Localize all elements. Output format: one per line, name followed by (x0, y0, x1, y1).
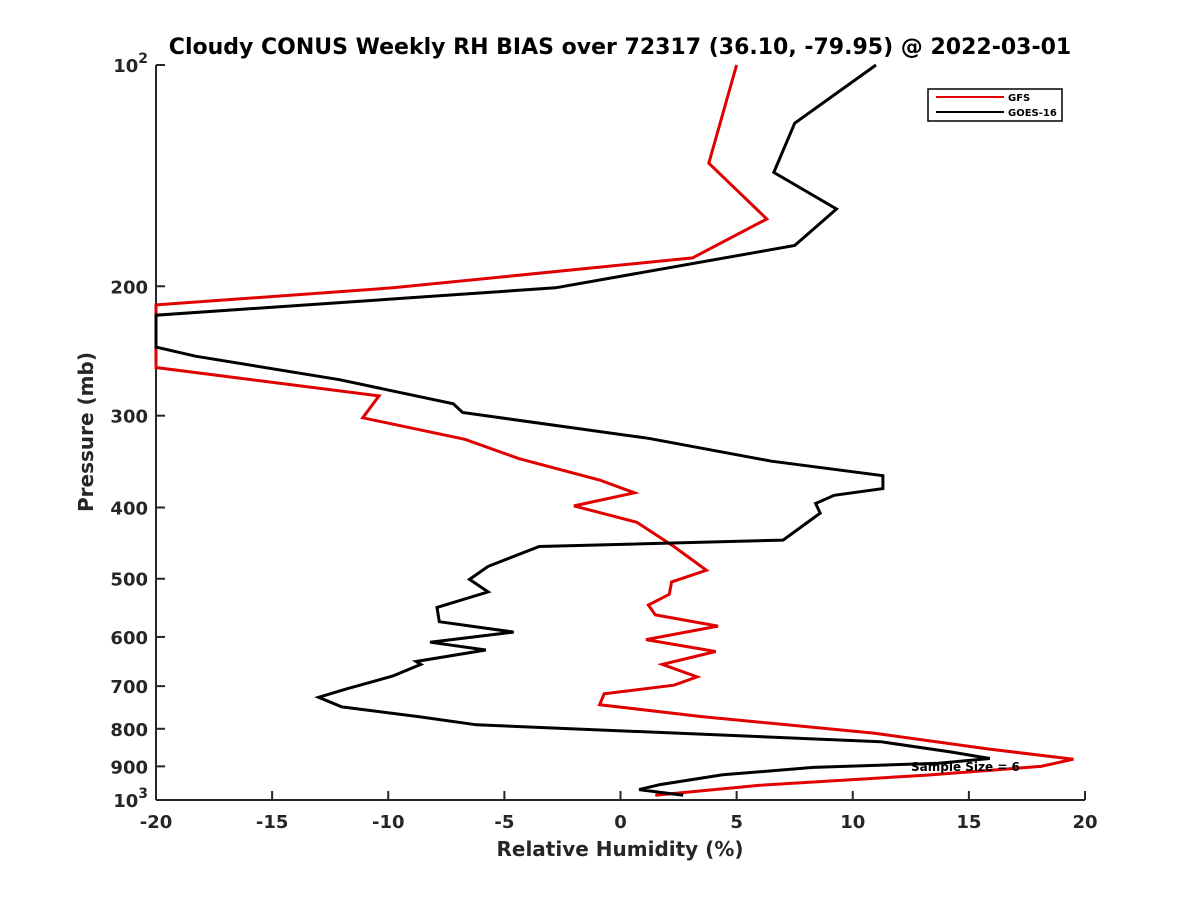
y-tick-label: 900 (110, 757, 148, 778)
y-tick-label: 600 (110, 628, 148, 649)
y-tick-label: 400 (110, 499, 148, 520)
legend-label-gfs: GFS (1008, 93, 1030, 104)
x-ticks: -20 -15 -10 -5 0 5 10 15 20 (140, 791, 1098, 833)
x-tick-label: 20 (1072, 812, 1097, 833)
x-tick-label: -10 (372, 812, 405, 833)
y-tick-label: 102 (113, 51, 148, 77)
x-axis-label: Relative Humidity (%) (496, 837, 743, 861)
x-tick-label: -20 (140, 812, 173, 833)
y-tick-label: 500 (110, 570, 148, 591)
legend-label-goes16: GOES-16 (1008, 108, 1057, 119)
legend-box (927, 88, 1063, 122)
y-tick-label: 700 (110, 677, 148, 698)
y-tick-label: 800 (110, 720, 148, 741)
x-tick-label: -5 (494, 812, 514, 833)
y-ticks: 102 200 300 400 500 600 700 800 900 103 (110, 51, 165, 812)
x-tick-label: -15 (256, 812, 289, 833)
x-tick-label: 0 (614, 812, 627, 833)
legend: GFS GOES-16 (927, 88, 1063, 122)
x-tick-label: 10 (840, 812, 865, 833)
y-tick-label: 200 (110, 277, 148, 298)
series-group (154, 63, 1074, 797)
x-tick-label: 15 (956, 812, 981, 833)
series-line-gfs (154, 64, 1074, 797)
y-tick-label: 300 (110, 407, 148, 428)
x-tick-label: 5 (730, 812, 743, 833)
y-axis-label: Pressure (mb) (74, 352, 98, 512)
chart-title: Cloudy CONUS Weekly RH BIAS over 72317 (… (169, 35, 1071, 60)
y-tick-label: 103 (113, 786, 148, 812)
sample-size-annotation: Sample Size = 6 (911, 760, 1020, 774)
series-line-goes16 (154, 63, 991, 797)
